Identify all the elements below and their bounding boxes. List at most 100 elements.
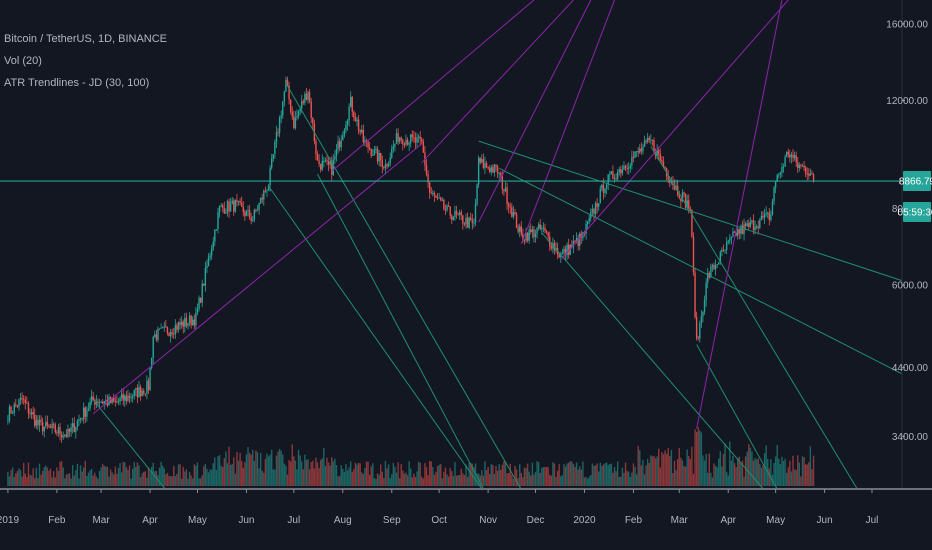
time-axis[interactable]: 2019 Feb Mar Apr May Jun Jul Aug Sep Oct Nov Dec 202… [0, 488, 932, 526]
candle-body [632, 156, 635, 158]
candle-body [71, 423, 74, 428]
volume-bar [457, 475, 459, 486]
volume-bar [637, 446, 639, 486]
volume-bar [203, 466, 205, 486]
volume-bar [691, 446, 693, 486]
candle-body [544, 227, 546, 231]
candle-body [403, 144, 406, 146]
candle-body [86, 410, 88, 417]
candle-body [730, 236, 733, 239]
atr-trendlines [92, 0, 902, 488]
candle-body [713, 264, 715, 270]
candle-body [662, 161, 665, 167]
volume-bar [18, 468, 20, 486]
candle-body [185, 317, 188, 326]
volume-bar [315, 457, 317, 486]
volume-bar [481, 470, 483, 486]
volume-bar [555, 476, 557, 486]
candle-body [144, 393, 147, 395]
candle-body [422, 141, 425, 153]
time-tick-label: Jun [817, 515, 833, 526]
volume-bar [550, 475, 553, 486]
volume-bar [187, 478, 189, 486]
volume-bar [778, 458, 780, 486]
candle-body [689, 208, 692, 210]
candle-body [700, 316, 703, 324]
volume-bar [386, 468, 388, 486]
volume-bar [133, 462, 135, 486]
volume-bar [76, 463, 79, 486]
candle-body [602, 184, 605, 193]
volume-bar [280, 450, 282, 486]
volume-bar [443, 471, 445, 486]
volume-bar [454, 462, 456, 486]
candle-body [204, 268, 207, 286]
volume-bar [158, 467, 161, 486]
volume-bar [484, 461, 486, 486]
candle-body [711, 264, 714, 267]
volume-bar [580, 469, 583, 486]
volume-bar [462, 473, 464, 486]
candle-body [586, 221, 589, 225]
volume-bar [120, 472, 123, 486]
volume-bar [683, 465, 685, 486]
candle-body [166, 327, 169, 334]
legend-symbol[interactable]: Bitcoin / TetherUS, 1D, BINANCE [4, 33, 168, 45]
chart-legend: Bitcoin / TetherUS, 1D, BINANCE Vol (20)… [4, 28, 167, 94]
volume-bar [259, 452, 262, 486]
volume-bar [495, 466, 497, 486]
volume-bar [509, 463, 511, 486]
candle-body [387, 163, 390, 167]
volume-bar [692, 473, 695, 486]
candle-body [8, 406, 11, 421]
volume-bar [391, 474, 393, 486]
candle-body [15, 404, 17, 406]
candle-body [681, 192, 684, 202]
volume-bar [79, 465, 82, 486]
candle-body [725, 242, 728, 250]
volume-bar [190, 475, 192, 486]
candle-body [694, 272, 696, 318]
candle-body [528, 229, 530, 241]
volume-bar [583, 477, 586, 486]
candle-body [455, 210, 458, 214]
legend-indicator[interactable]: ATR Trendlines - JD (30, 100) [4, 77, 150, 89]
candle-body [319, 164, 322, 170]
candle-body [795, 155, 797, 163]
candle-body [452, 217, 455, 220]
candle-body [384, 164, 387, 168]
volume-bar [400, 464, 402, 486]
volume-bar [173, 465, 175, 486]
candle-body [542, 227, 545, 229]
candle-body [400, 137, 402, 140]
time-tick-label: May [766, 515, 785, 526]
volume-bar [383, 477, 385, 486]
candle-body [286, 79, 289, 86]
candle-body [661, 160, 663, 162]
volume-bar [812, 455, 815, 486]
volume-bar [90, 468, 93, 486]
volume-bar [444, 467, 447, 486]
candle-body [117, 401, 120, 403]
legend-volume[interactable]: Vol (20) [4, 55, 42, 67]
volume-bar [733, 463, 736, 486]
candle-body [507, 204, 510, 207]
volume-bar [214, 457, 216, 486]
candle-body [138, 387, 140, 398]
candle-body [220, 205, 222, 207]
candle-body [392, 146, 395, 149]
volume-bar [37, 477, 39, 486]
volume-bar [411, 477, 413, 486]
candle-body [680, 198, 682, 202]
candle-body [391, 148, 393, 158]
volume-bar [231, 463, 233, 486]
volume-bar [35, 467, 38, 486]
candle-body [639, 148, 641, 153]
volume-bar [616, 461, 619, 486]
candle-body [326, 160, 328, 162]
volume-bar [765, 445, 767, 486]
candle-body [141, 390, 143, 397]
volume-bar [59, 461, 61, 486]
volume-bar [171, 476, 173, 486]
